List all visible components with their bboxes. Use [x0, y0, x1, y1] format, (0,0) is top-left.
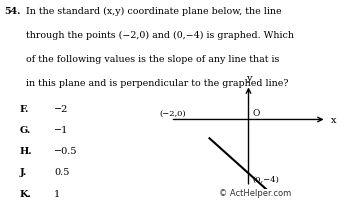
Text: 1: 1 [54, 189, 61, 198]
Text: x: x [331, 115, 336, 124]
Text: y: y [246, 74, 251, 83]
Text: of the following values is the slope of any line that is: of the following values is the slope of … [26, 55, 280, 63]
Text: J.: J. [19, 168, 27, 177]
Text: (0,−4): (0,−4) [252, 175, 279, 183]
Text: F.: F. [19, 104, 29, 113]
Text: −2: −2 [54, 104, 69, 113]
Text: in this plane and is perpendicular to the graphed line?: in this plane and is perpendicular to th… [26, 78, 289, 87]
Text: −1: −1 [54, 125, 69, 134]
Text: O: O [252, 109, 259, 117]
Text: through the points (−2,0) and (0,−4) is graphed. Which: through the points (−2,0) and (0,−4) is … [26, 31, 294, 40]
Text: © ActHelper.com: © ActHelper.com [219, 188, 292, 197]
Text: K.: K. [19, 189, 31, 198]
Text: In the standard (x,y) coordinate plane below, the line: In the standard (x,y) coordinate plane b… [26, 7, 282, 16]
Text: 54.: 54. [4, 7, 21, 16]
Text: H.: H. [19, 146, 32, 155]
Text: −0.5: −0.5 [54, 146, 78, 155]
Text: 0.5: 0.5 [54, 168, 70, 177]
Text: G.: G. [19, 125, 30, 134]
Text: (−2,0): (−2,0) [159, 109, 186, 117]
